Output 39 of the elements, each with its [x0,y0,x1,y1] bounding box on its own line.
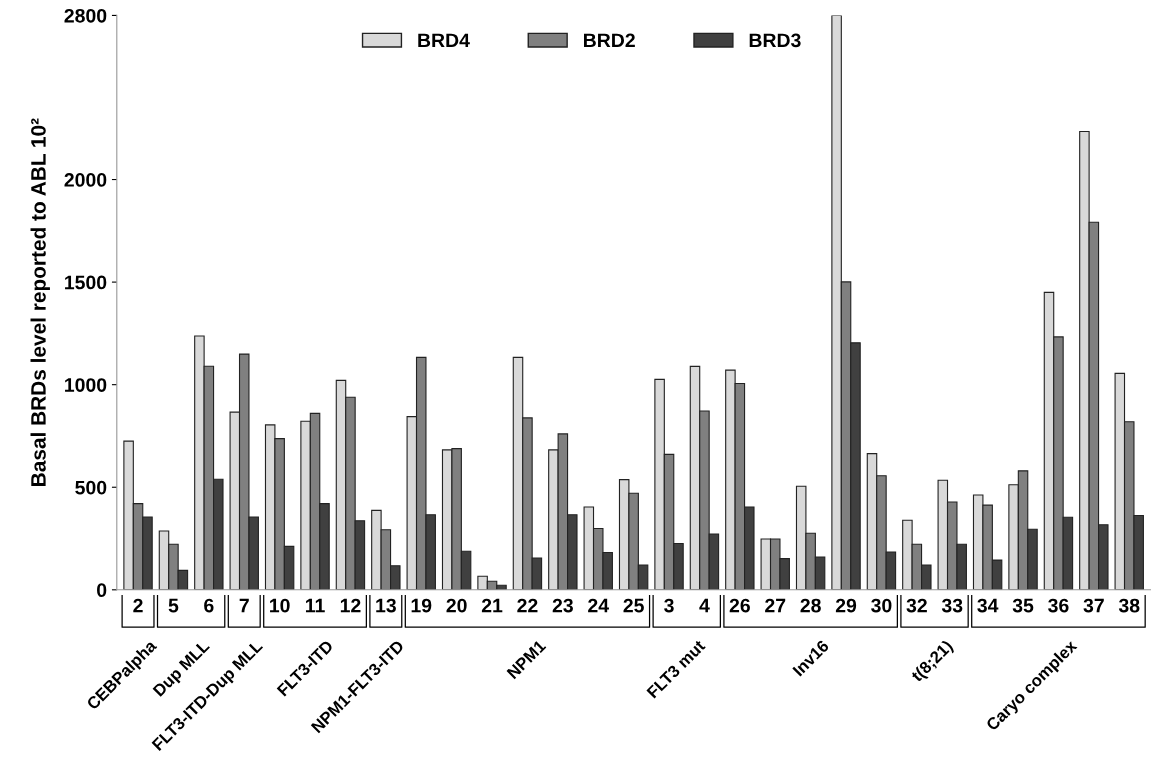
y-tick-label: 1000 [65,378,107,392]
x-tick-label: 6 [204,598,214,613]
x-tick-label: 2 [133,598,143,613]
x-tick-label: 24 [588,598,609,613]
x-tick-label: 36 [1048,598,1069,613]
x-tick-label: 37 [1083,598,1104,613]
x-tick-label: 32 [906,598,927,613]
y-tick-label: 1500 [65,275,107,290]
x-tick-label: 7 [239,598,249,613]
legend-label: BRD2 [584,33,635,48]
x-tick-label: 29 [835,598,857,613]
x-tick-label: 33 [941,598,963,613]
x-tick-label: 28 [800,598,821,613]
y-tick-label: 500 [75,480,107,495]
x-tick-label: 27 [765,598,786,613]
x-tick-label: 38 [1118,598,1140,613]
y-tick-label: 2800 [64,8,107,23]
x-tick-label: 5 [168,598,179,613]
x-tick-label: 23 [552,598,573,613]
x-tick-label: 20 [446,598,467,613]
x-tick-label: 30 [871,598,892,613]
y-tick-label: 2000 [64,173,107,187]
x-tick-label: 35 [1012,598,1034,613]
x-tick-label: 26 [729,598,750,613]
y-tick-label: 0 [97,583,107,598]
x-tick-label: 34 [977,598,999,613]
x-tick-label: 21 [481,598,503,613]
y-axis-title: Basal BRDs level reported to ABL 10² [30,118,50,486]
x-tick-label: 4 [699,598,710,613]
x-tick-label: 3 [664,598,674,613]
legend-label: BRD3 [749,33,801,48]
x-tick-label: 22 [517,598,538,613]
x-tick-label: 10 [270,598,290,613]
x-tick-label: 12 [340,598,361,613]
x-tick-label: 13 [376,598,396,613]
x-tick-label: 25 [623,598,644,613]
x-tick-label: 19 [411,598,432,613]
x-tick-label: 11 [305,598,325,613]
legend-label: BRD4 [418,33,470,48]
